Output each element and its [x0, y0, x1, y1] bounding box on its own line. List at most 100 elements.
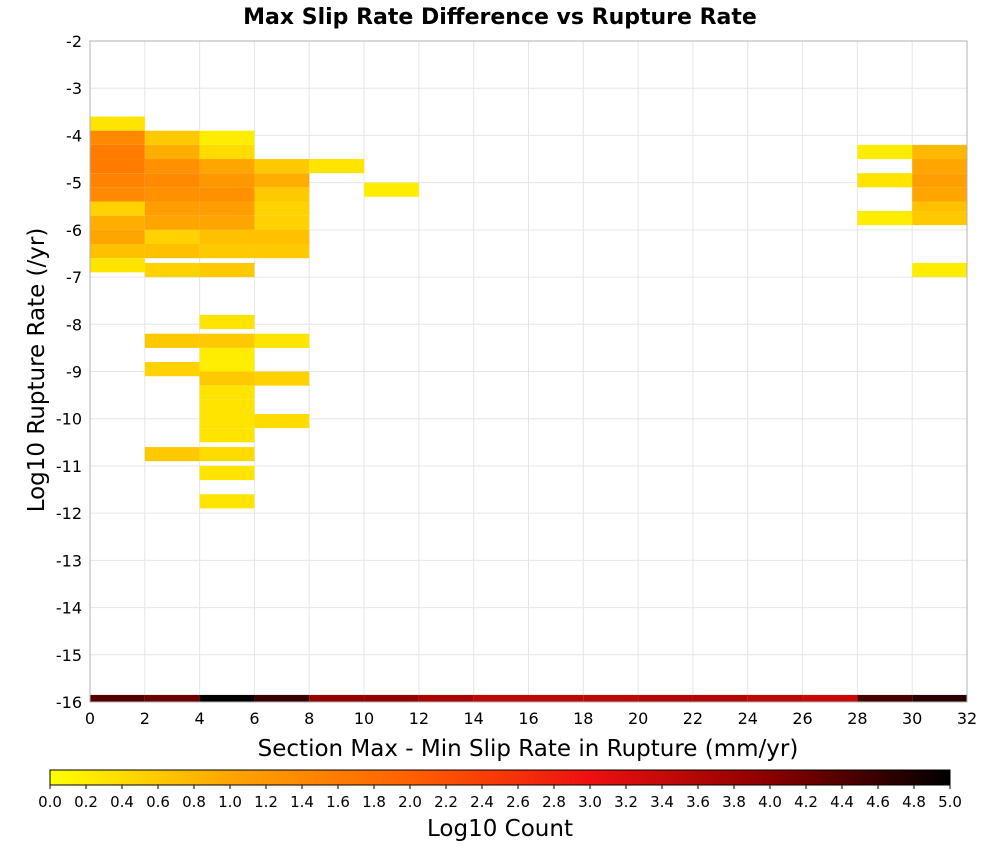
- heatmap-cell: [199, 187, 255, 202]
- marginal-cell: [364, 694, 419, 702]
- heatmap-cell: [144, 215, 200, 230]
- x-tick-label: 0: [85, 709, 95, 728]
- heatmap-cell: [254, 371, 310, 386]
- y-tick-label: -4: [66, 126, 82, 145]
- colorbar-tick-label: 4.2: [794, 793, 818, 811]
- heatmap-cell: [90, 215, 145, 230]
- colorbar-tick-label: 0.0: [38, 793, 62, 811]
- heatmap-cell: [144, 447, 200, 462]
- colorbar-tick-label: 1.6: [326, 793, 350, 811]
- colorbar-tick-label: 0.4: [110, 793, 134, 811]
- y-tick-label: -15: [56, 646, 82, 665]
- y-tick-label: -9: [66, 363, 82, 382]
- colorbar-tick-label: 0.2: [74, 793, 98, 811]
- x-axis-label: Section Max - Min Slip Rate in Rupture (…: [258, 736, 799, 762]
- marginal-cell: [199, 694, 255, 702]
- heatmap-cell: [144, 187, 200, 202]
- x-tick-label: 32: [957, 709, 977, 728]
- heatmap-cell: [199, 465, 255, 481]
- heatmap-cells: [90, 116, 967, 702]
- x-tick-label: 28: [847, 709, 867, 728]
- heatmap-cell: [199, 371, 255, 386]
- heatmap-cell: [199, 215, 255, 230]
- heatmap-cell: [199, 347, 255, 363]
- colorbar-label: Log10 Count: [427, 816, 573, 842]
- heatmap-cell: [254, 173, 310, 188]
- colorbar: [49, 769, 951, 786]
- heatmap-cell: [857, 144, 913, 160]
- colorbar-tick-label: 1.2: [254, 793, 278, 811]
- heatmap-cell: [199, 428, 255, 443]
- colorbar-tick-label: 1.4: [290, 793, 314, 811]
- colorbar-ticks: 0.0 0.2 0.4 0.6 0.8 1.0 1.2 1.4 1.6 1.8 2.0 2.2 2.4 2…: [38, 785, 962, 811]
- colorbar-tick-label: 1.0: [218, 793, 242, 811]
- x-tick-label: 10: [354, 709, 374, 728]
- y-tick-label: -8: [66, 315, 82, 334]
- heatmap-cell: [199, 173, 255, 188]
- plot-border: [89, 40, 968, 703]
- heatmap-cell: [199, 399, 255, 414]
- colorbar-tick-label: 3.2: [614, 793, 638, 811]
- x-tick-label: 8: [304, 709, 314, 728]
- heatmap-cell: [912, 144, 967, 160]
- colorbar-tick-label: 4.8: [902, 793, 926, 811]
- heatmap-cell: [364, 182, 419, 197]
- y-tick-label: -11: [56, 457, 82, 476]
- heatmap-cell: [912, 187, 967, 202]
- heatmap-cell: [912, 159, 967, 174]
- colorbar-tick-label: 4.4: [830, 793, 854, 811]
- x-tick-label: 12: [409, 709, 429, 728]
- heatmap-cell: [254, 229, 310, 245]
- marginal-cell: [747, 694, 803, 702]
- heatmap-cell: [199, 413, 255, 429]
- marginal-cell: [254, 694, 310, 702]
- heatmap-cell: [90, 229, 145, 245]
- colorbar-tick-label: 3.8: [722, 793, 746, 811]
- colorbar-tick-label: 2.6: [506, 793, 530, 811]
- heatmap-cell: [254, 159, 310, 174]
- heatmap-cell: [254, 413, 310, 429]
- y-tick-label: -2: [66, 32, 82, 51]
- colorbar-tick-label: 0.8: [182, 793, 206, 811]
- y-tick-label: -3: [66, 79, 82, 98]
- y-tick-label: -16: [56, 693, 82, 712]
- heatmap-cell: [90, 159, 145, 174]
- marginal-cell: [638, 694, 693, 702]
- heatmap-cell: [199, 130, 255, 145]
- x-tick-label: 6: [249, 709, 259, 728]
- x-tick-label: 18: [573, 709, 593, 728]
- colorbar-tick-label: 3.0: [578, 793, 602, 811]
- colorbar-tick-label: 4.6: [866, 793, 890, 811]
- marginal-cell: [912, 694, 967, 702]
- chart-title: Max Slip Rate Difference vs Rupture Rate: [243, 5, 757, 30]
- x-tick-label: 26: [792, 709, 812, 728]
- colorbar-tick-label: 5.0: [938, 793, 962, 811]
- colorbar-tick-label: 3.4: [650, 793, 674, 811]
- heatmap-cell: [912, 262, 967, 278]
- heatmap-cell: [90, 201, 145, 216]
- heatmap-cell: [199, 144, 255, 160]
- heatmap-cell: [90, 173, 145, 188]
- marginal-cell: [144, 694, 200, 702]
- heatmap-cell: [199, 262, 255, 278]
- colorbar-tick-label: 0.6: [146, 793, 170, 811]
- y-tick-label: -13: [56, 551, 82, 570]
- marginal-cell: [309, 694, 365, 702]
- colorbar-tick-label: 2.0: [398, 793, 422, 811]
- colorbar-tick-label: 2.8: [542, 793, 566, 811]
- heatmap-cell: [912, 210, 967, 226]
- colorbar-tick-label: 4.0: [758, 793, 782, 811]
- heatmap-cell: [254, 187, 310, 202]
- heatmap-cell: [857, 210, 913, 226]
- marginal-cell: [802, 694, 858, 702]
- heatmap-cell: [144, 229, 200, 245]
- x-tick-label: 4: [195, 709, 205, 728]
- heatmap-cell: [199, 385, 255, 400]
- heatmap-cell: [90, 258, 145, 273]
- heatmap-cell: [199, 314, 255, 330]
- y-tick-label: -10: [56, 410, 82, 429]
- marginal-cell: [857, 694, 913, 702]
- heatmap-cell: [254, 333, 310, 348]
- heatmap-cell: [144, 144, 200, 160]
